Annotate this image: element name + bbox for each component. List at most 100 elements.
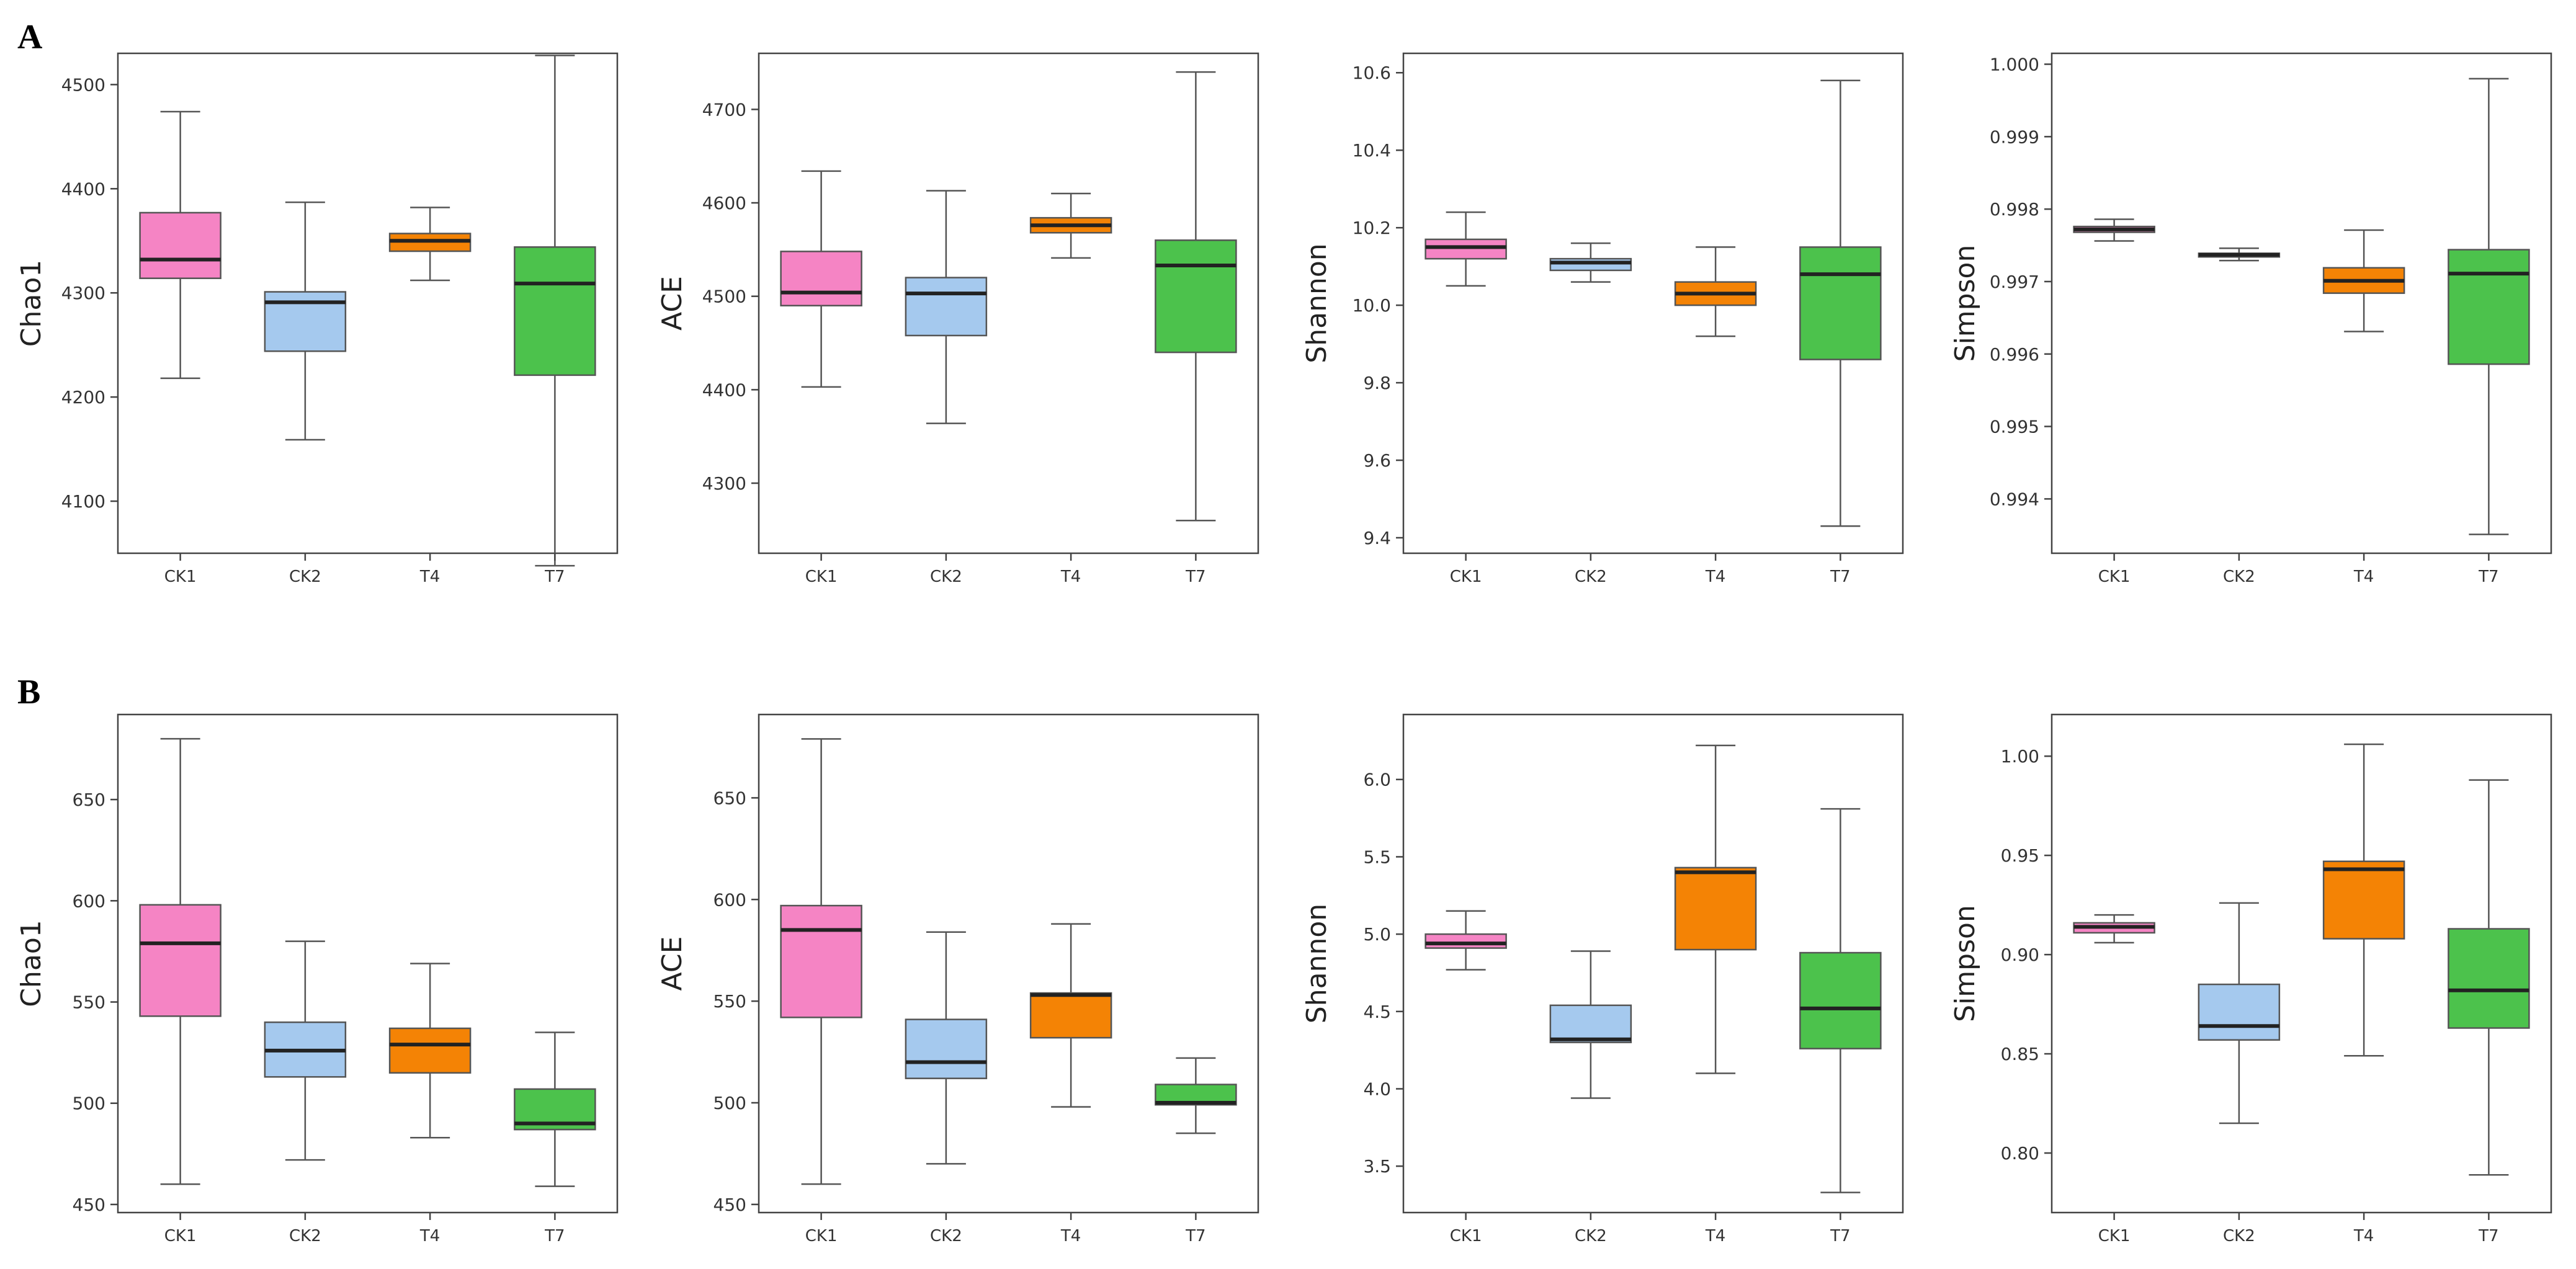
- panela-simpson-y-axis-label: Simpson: [1949, 245, 1981, 362]
- panela-ace-x-tick-label-ck1: CK1: [805, 568, 838, 586]
- panela-chao1-y-tick-label: 4400: [61, 179, 105, 199]
- panelb-chao1-y-tick-label: 550: [73, 992, 105, 1013]
- panelb-shannon-y-tick-label: 4.0: [1363, 1079, 1391, 1099]
- panelb-shannon-y-tick-label: 3.5: [1363, 1156, 1391, 1177]
- panela-chao1-y-tick-label: 4300: [61, 283, 105, 303]
- iqr-box: [1155, 239, 1237, 354]
- panela-shannon-y-tick-label: 10.2: [1353, 218, 1391, 238]
- panelb-ace-box-ck1: [780, 738, 862, 1185]
- panelb-simpson-y-axis-label: Simpson: [1949, 905, 1981, 1022]
- panela-chao1-x-tick-label-t7: T7: [544, 568, 565, 586]
- panelb-ace-x-tick-label-t7: T7: [1185, 1227, 1205, 1245]
- panelb-shannon-box-ck2: [1549, 950, 1632, 1099]
- iqr-box: [2448, 928, 2530, 1029]
- panela-chao1-box-t7: [514, 55, 596, 567]
- iqr-box: [1424, 238, 1507, 260]
- panelb-ace-x-tick-label-ck2: CK2: [930, 1227, 962, 1245]
- panela-shannon-y-tick-label: 9.6: [1363, 450, 1391, 471]
- panelb-chao1-x-tick-label-ck1: CK1: [164, 1227, 197, 1245]
- panela-simpson-box-ck2: [2198, 247, 2281, 262]
- panelb-ace-box-t4: [1029, 923, 1112, 1108]
- panela-simpson-y-tick-label: 0.996: [1990, 344, 2039, 365]
- panela-simpson-y-tick-label: 0.997: [1990, 272, 2039, 292]
- panela-simpson-y-tick-label: 0.994: [1990, 489, 2039, 509]
- panela-simpson-plot-frame: [2051, 52, 2552, 554]
- panela-chao1-y-axis-label: Chao1: [16, 260, 47, 347]
- panela-ace-y-axis-label: ACE: [656, 276, 688, 331]
- iqr-box: [139, 212, 221, 279]
- panela-ace-box-t4: [1029, 192, 1112, 259]
- iqr-box: [2448, 249, 2530, 365]
- panelb-chao1-y-tick-label: 500: [73, 1093, 105, 1114]
- panelb-ace-y-tick-label: 600: [713, 889, 746, 910]
- panela-shannon-chart: Shannon 9.4 9.6 9.8 10.0 10.2 10.4 10.6 CK1 CK2 T4…: [1301, 52, 1904, 586]
- panela-shannon-y-tick-label: 9.4: [1363, 528, 1391, 548]
- panela-simpson-y-tick-label: 0.995: [1990, 417, 2039, 437]
- panelb-shannon-y-tick-label: 5.0: [1363, 924, 1391, 945]
- panelb-ace-box-t7: [1155, 1057, 1237, 1134]
- panelb-shannon-y-axis-label: Shannon: [1301, 904, 1333, 1023]
- panelb-chao1-y-axis-label: Chao1: [16, 920, 47, 1007]
- panelb-ace-chart: ACE 450 500 550 600 650 CK1 CK2 T4 T7: [656, 713, 1259, 1245]
- panela-shannon-y-tick-label: 9.8: [1363, 373, 1391, 393]
- iqr-box: [2322, 860, 2405, 940]
- panela-shannon-y-axis-label: Shannon: [1301, 243, 1333, 363]
- panelb-chao1-y-tick-label: 600: [73, 891, 105, 911]
- panelb-chao1-x-tick-label-t7: T7: [544, 1227, 565, 1245]
- panela-shannon-x-tick-label-t4: T4: [1705, 568, 1725, 586]
- panela-ace-x-tick-label-t4: T4: [1060, 568, 1081, 586]
- panela-ace-box-ck2: [905, 190, 988, 424]
- panelb-ace-x-tick-label-ck1: CK1: [805, 1227, 838, 1245]
- panelb-shannon-chart: Shannon 3.5 4.0 4.5 5.0 5.5 6.0 CK1 CK2 T4 T7: [1301, 713, 1904, 1245]
- panela-chao1-y-tick-label: 4200: [61, 387, 105, 407]
- panela-shannon-box-ck2: [1549, 242, 1632, 283]
- panela-ace-plot-frame: [758, 52, 1259, 554]
- panelb-simpson-y-tick-label: 0.80: [2001, 1143, 2039, 1164]
- panela-chao1-x-tick-label-t4: T4: [419, 568, 440, 586]
- panelb-simpson-box-ck2: [2198, 902, 2281, 1124]
- panela-chao1-x-tick-label-ck2: CK2: [289, 568, 321, 586]
- panela-shannon-plot-frame: [1402, 52, 1904, 554]
- panela-chao1-plot-frame: [117, 52, 619, 554]
- panela-ace-x-tick-label-ck2: CK2: [930, 568, 962, 586]
- panela-shannon-y-tick-label: 10.4: [1353, 140, 1391, 161]
- panela-shannon-x-tick-label-t7: T7: [1830, 568, 1850, 586]
- panela-shannon-y-tick-label: 10.0: [1353, 295, 1391, 316]
- panelb-simpson-x-tick-label-t4: T4: [2353, 1227, 2374, 1245]
- panel-label-b: B: [17, 673, 40, 711]
- panelb-ace-y-tick-label: 550: [713, 991, 746, 1012]
- panelb-ace-x-tick-label-t4: T4: [1060, 1227, 1081, 1245]
- panelb-ace-y-tick-label: 500: [713, 1093, 746, 1113]
- panela-chao1-box-t4: [388, 207, 472, 282]
- panela-ace-box-ck1: [780, 170, 862, 388]
- panela-simpson-x-tick-label-t4: T4: [2353, 568, 2374, 586]
- panelb-simpson-y-tick-label: 0.95: [2001, 845, 2039, 866]
- panela-shannon-y-tick-label: 10.6: [1353, 63, 1391, 83]
- iqr-box: [1424, 933, 1507, 949]
- panela-shannon-box-t7: [1799, 79, 1882, 527]
- panela-shannon-x-tick-label-ck1: CK1: [1450, 568, 1482, 586]
- panela-ace-y-tick-label: 4600: [702, 193, 746, 213]
- panela-chao1-x-tick-label-ck1: CK1: [164, 568, 197, 586]
- iqr-box: [514, 246, 596, 376]
- panela-chao1-box-ck1: [139, 110, 221, 380]
- panela-ace-y-tick-label: 4500: [702, 287, 746, 307]
- panelb-shannon-box-t4: [1674, 744, 1757, 1074]
- iqr-box: [1799, 951, 1882, 1049]
- panelb-chao1-box-ck2: [264, 940, 347, 1161]
- panelb-simpson-x-tick-label-ck1: CK1: [2098, 1227, 2131, 1245]
- panela-ace-y-tick-label: 4700: [702, 99, 746, 120]
- iqr-box: [1674, 866, 1757, 951]
- panelb-ace-y-axis-label: ACE: [656, 937, 688, 991]
- panela-simpson-box-ck1: [2073, 218, 2155, 242]
- iqr-box: [1549, 257, 1632, 272]
- iqr-box: [905, 1018, 988, 1079]
- panela-simpson-y-tick-label: 0.999: [1990, 127, 2039, 147]
- panela-ace-x-tick-label-t7: T7: [1185, 568, 1205, 586]
- iqr-box: [388, 1027, 472, 1074]
- panelb-simpson-box-t7: [2448, 779, 2530, 1176]
- panelb-ace-plot-frame: [758, 713, 1259, 1214]
- panel-label-a: A: [17, 18, 43, 56]
- panelb-chao1-box-t7: [514, 1031, 596, 1187]
- panelb-chao1-box-ck1: [139, 737, 221, 1185]
